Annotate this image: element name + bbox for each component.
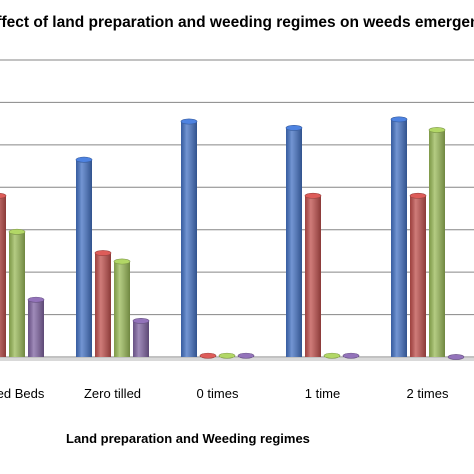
bar-0-times-s4 [237,352,255,359]
bar-zero-tilled-s1 [75,156,93,357]
x-tick-label: Zero tilled [84,386,141,401]
chart-title: Effect of land preparation and weeding r… [0,14,474,31]
x-axis-title: Land preparation and Weeding regimes [66,431,310,446]
bar-raised-beds-s4 [27,296,45,357]
bar-1-time-s1 [285,124,303,357]
bar-0-times-s2 [199,352,217,359]
bar-1-time-s2 [304,192,322,357]
x-tick-label: 1 time [305,386,340,401]
bar-2-times-s1 [390,116,408,358]
x-tick-label: 2 times [407,386,449,401]
bar-2-times-s2 [409,192,427,357]
bar-zero-tilled-s2 [94,250,112,357]
bar-zero-tilled-s4 [132,318,150,357]
bar-zero-tilled-s3 [113,258,131,357]
bar-2-times-s3 [428,127,446,357]
x-tick-labels: Raised Beds Zero tilled 0 times 1 time 2 tim… [0,386,449,401]
bar-2-times-s4 [447,354,465,360]
bars [0,116,465,360]
bar-1-time-s4 [342,352,360,359]
bar-0-times-s1 [180,118,198,358]
bar-raised-beds-s3 [8,228,26,357]
bar-0-times-s3 [218,352,236,359]
chart-floor [0,358,474,361]
x-tick-label: 0 times [197,386,239,401]
bar-1-time-s3 [323,352,341,359]
x-tick-label: Raised Beds [0,386,45,401]
bar-raised-beds-s2 [0,192,7,357]
